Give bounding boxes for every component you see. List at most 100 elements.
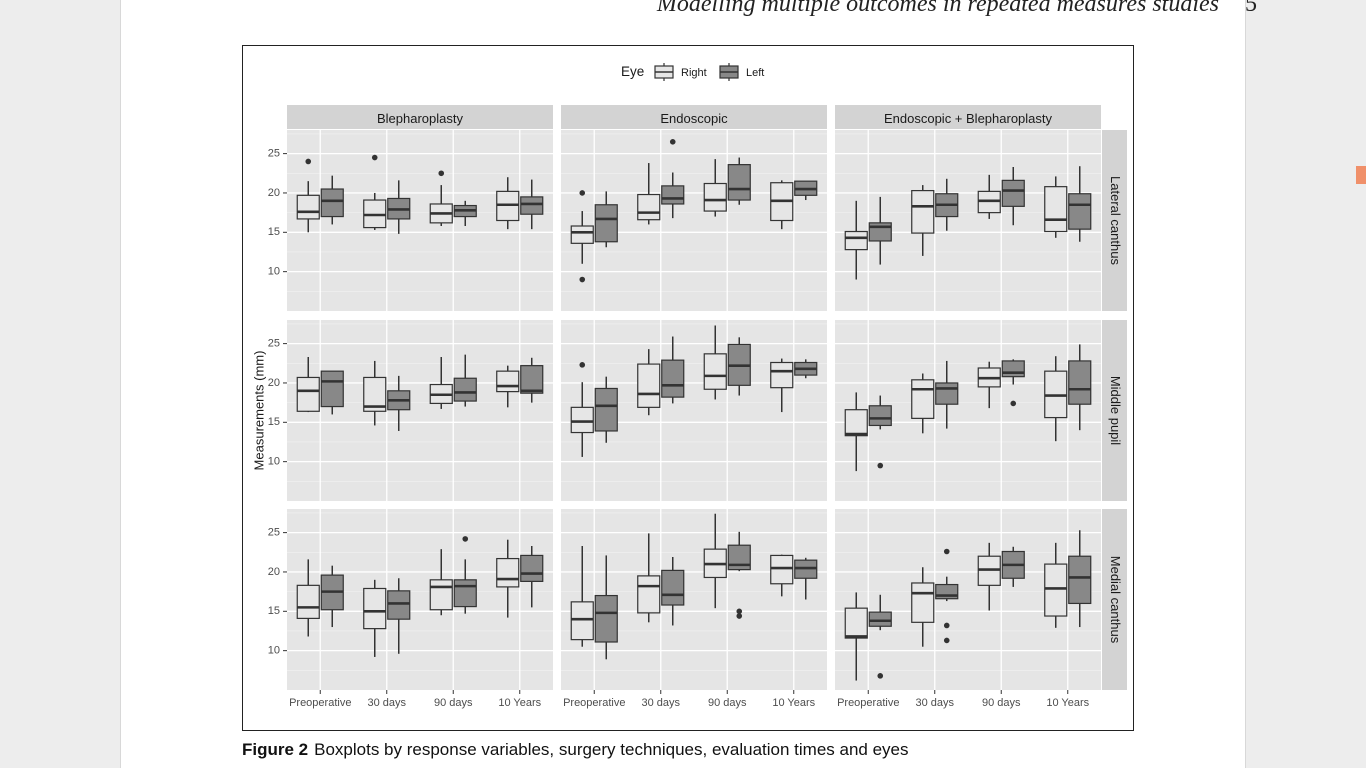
box-right-eye — [429, 579, 453, 611]
box-left-eye — [727, 544, 751, 571]
box-right-eye — [911, 582, 935, 623]
outlier-point — [877, 673, 884, 679]
box-left-eye — [868, 611, 892, 627]
x-tick-label: 90 days — [708, 697, 747, 709]
y-tick-label: 20 — [268, 377, 280, 389]
box-left-eye — [661, 185, 685, 205]
facet-strip-column — [287, 105, 553, 129]
box-left-eye — [868, 405, 892, 427]
boxplot-figure: Eye Right Left Blepharoplasty Endoscopic Endo… — [251, 63, 1127, 709]
box-right-eye — [703, 353, 727, 390]
box-left-eye — [387, 590, 411, 620]
y-tick-label: 25 — [268, 338, 280, 350]
box-left-eye — [520, 554, 544, 582]
box-right-eye — [496, 557, 520, 588]
facet-strip-row-label: Medial canthus — [1108, 556, 1123, 644]
box-right-eye — [363, 587, 387, 630]
x-tick-label: Preoperative — [563, 697, 625, 709]
outlier-point — [579, 362, 586, 368]
box-left-eye — [1068, 360, 1092, 405]
outlier-point — [305, 158, 312, 165]
x-tick-label: 30 days — [915, 697, 954, 709]
box-left-eye — [594, 387, 618, 432]
box-left-eye — [1001, 179, 1025, 207]
box-right-eye — [637, 575, 661, 614]
outlier-point — [943, 637, 950, 644]
box-left-eye — [1068, 193, 1092, 230]
outlier-point — [438, 170, 445, 177]
box-right-eye — [844, 607, 868, 639]
outlier-point — [371, 154, 378, 161]
legend-label: Right — [681, 67, 707, 79]
box-left-eye — [594, 594, 618, 643]
box-right-eye — [1044, 563, 1068, 617]
facet-strip-column — [561, 105, 827, 129]
facet-strip-label: Endoscopic + Blepharoplasty — [884, 111, 1053, 126]
box-right-eye — [570, 406, 594, 434]
box-right-eye — [637, 193, 661, 221]
box-right-eye — [296, 194, 320, 220]
box-right-eye — [570, 601, 594, 641]
facet-strip-row — [1102, 320, 1127, 501]
figure-caption-text: Boxplots by response variables, surgery … — [314, 740, 909, 759]
y-tick-label: 20 — [268, 187, 280, 199]
outlier-point — [877, 462, 884, 469]
outlier-point — [669, 139, 676, 145]
facet-strip-row-label: Lateral canthus — [1108, 176, 1123, 265]
facet-panel — [287, 320, 553, 501]
facet-strip-label: Blepharoplasty — [377, 111, 463, 126]
y-tick-label: 15 — [268, 416, 280, 428]
box-left-eye — [935, 382, 959, 405]
facet-strip-label: Endoscopic — [660, 111, 728, 126]
box-left-eye — [727, 164, 751, 201]
x-tick-label: Preoperative — [837, 697, 899, 709]
running-head-title: Modelling multiple outcomes in repeated … — [656, 0, 1219, 17]
box-left-eye — [520, 365, 544, 394]
box-right-eye — [911, 379, 935, 419]
y-tick-label: 15 — [268, 226, 280, 238]
legend-title: Eye — [621, 64, 644, 79]
legend-label: Left — [746, 67, 764, 79]
x-tick-label: 10 Years — [772, 697, 815, 709]
x-tick-label: 10 Years — [1046, 697, 1089, 709]
x-tick-label: 90 days — [982, 697, 1021, 709]
outlier-point — [736, 613, 743, 619]
outlier-point — [1010, 400, 1017, 407]
box-right-eye — [1044, 186, 1068, 233]
x-tick-label: 90 days — [434, 697, 473, 709]
box-right-eye — [844, 409, 868, 437]
box-left-eye — [1001, 360, 1025, 378]
figure-frame: Eye Right Left Blepharoplasty Endoscopic Endo… — [242, 45, 1134, 731]
y-tick-label: 10 — [268, 266, 280, 278]
box-right-eye — [637, 363, 661, 408]
box-right-eye — [703, 182, 727, 212]
box-right-eye — [770, 361, 794, 389]
outlier-point — [579, 190, 586, 196]
box-left-eye — [520, 196, 544, 215]
figure-caption: Figure 2 Boxplots by response variables, … — [242, 740, 909, 760]
x-tick-label: 30 days — [641, 697, 680, 709]
box-right-eye — [570, 225, 594, 244]
box-left-eye — [1068, 555, 1092, 605]
facet-strip-row — [1102, 130, 1127, 311]
x-tick-label: 10 Years — [498, 697, 541, 709]
facet-strip-column — [835, 105, 1101, 129]
outlier-point — [462, 536, 469, 542]
y-tick-label: 10 — [268, 456, 280, 468]
y-tick-label: 15 — [268, 605, 280, 617]
box-right-eye — [770, 554, 794, 585]
y-tick-label: 25 — [268, 148, 280, 160]
box-right-eye — [296, 584, 320, 619]
x-tick-label: Preoperative — [289, 697, 351, 709]
running-head: Modelling multiple outcomes in repeated … — [657, 0, 1257, 18]
outlier-point — [579, 276, 586, 283]
y-tick-label: 20 — [268, 566, 280, 578]
page-side-marker — [1356, 166, 1366, 184]
y-tick-label: 10 — [268, 645, 280, 657]
box-left-eye — [320, 370, 344, 408]
box-right-eye — [844, 230, 868, 251]
facet-strip-row-label: Middle pupil — [1108, 376, 1123, 445]
outlier-point — [943, 548, 950, 555]
box-left-eye — [661, 359, 685, 398]
box-right-eye — [363, 376, 387, 412]
